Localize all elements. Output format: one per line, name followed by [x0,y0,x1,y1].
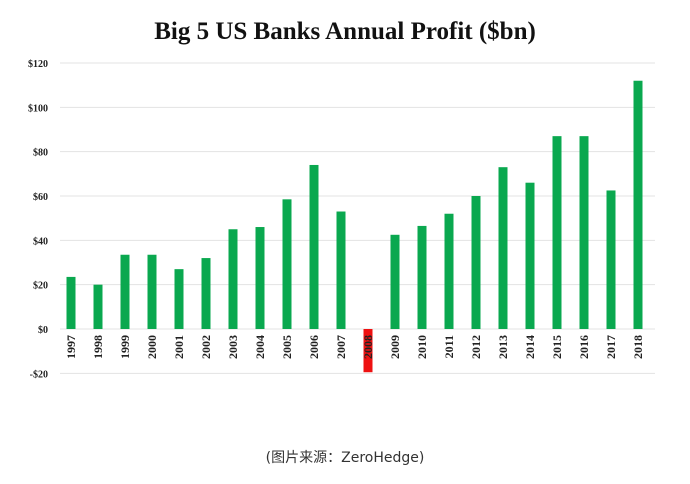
x-tick-label: 2017 [604,335,618,359]
x-tick-label: 2015 [550,335,564,359]
bar-2001 [174,269,184,329]
x-tick-label: 2009 [388,335,402,359]
bar-1997 [66,276,76,329]
x-tick-label: 1999 [118,335,132,359]
x-tick-label: 2000 [145,335,159,359]
bar-2003 [228,229,238,329]
bar-2015 [552,136,562,329]
image-caption: (图片来源：ZeroHedge) [265,450,425,466]
y-tick-label: $80 [33,148,48,159]
bar-2018 [633,80,643,329]
x-tick-label: 2008 [361,335,375,359]
bar-2013 [498,167,508,329]
bar-2012 [471,196,481,329]
y-tick-label: $40 [33,236,48,247]
x-tick-label: 2003 [226,335,240,359]
bar-2014 [525,182,535,329]
y-tick-label: $120 [28,59,48,70]
x-tick-label: 2006 [307,335,321,359]
y-tick-label: $0 [38,325,48,336]
bar-2004 [255,227,265,329]
bar-2000 [147,254,157,329]
x-tick-label: 2016 [577,335,591,359]
x-tick-label: 2007 [334,335,348,359]
chart-title: Big 5 US Banks Annual Profit ($bn) [154,18,536,45]
x-tick-label: 1998 [91,335,105,359]
x-tick-label: 2018 [631,335,645,359]
x-tick-label: 2013 [496,335,510,359]
bar-2005 [282,199,292,329]
y-tick-label: $100 [28,103,48,114]
y-tick-label: -$20 [30,369,48,380]
y-tick-label: $60 [33,192,48,203]
bar-2016 [579,136,589,329]
bar-2002 [201,258,211,329]
bar-2008 [363,329,373,373]
x-tick-label: 2011 [442,335,456,358]
bar-2017 [606,190,616,329]
x-tick-label: 2004 [253,335,267,359]
x-tick-label: 2001 [172,335,186,359]
x-tick-label: 2010 [415,335,429,359]
x-tick-label: 2014 [523,335,537,359]
x-tick-label: 2005 [280,335,294,359]
bar-2009 [390,234,400,329]
bar-2007 [336,211,346,329]
x-tick-label: 1997 [64,335,78,359]
bar-2011 [444,213,454,329]
bar-1998 [93,284,103,329]
bar-1999 [120,254,130,329]
x-tick-label: 2012 [469,335,483,359]
y-tick-label: $20 [33,281,48,292]
bar-2006 [309,164,319,329]
bar-2010 [417,225,427,329]
x-tick-label: 2002 [199,335,213,359]
